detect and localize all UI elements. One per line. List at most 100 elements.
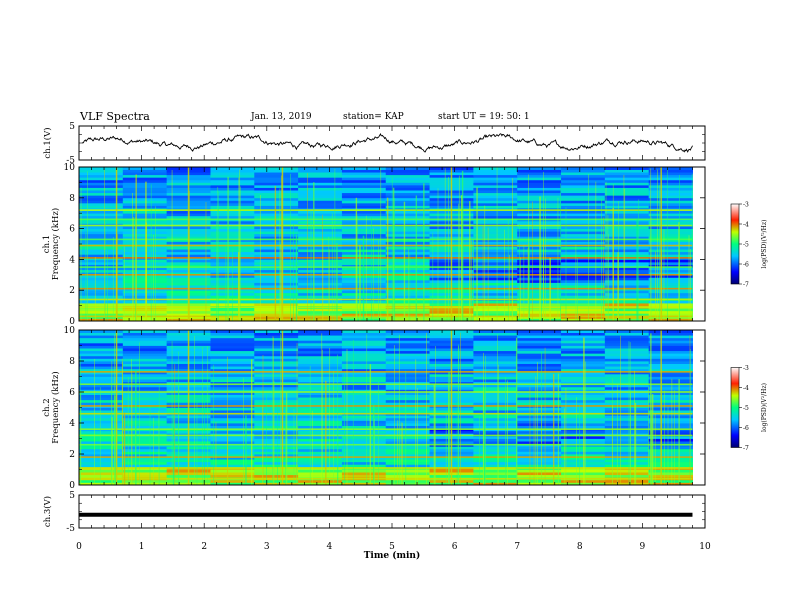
spectrogram-cell <box>385 254 431 258</box>
spectrogram-cell <box>341 213 387 217</box>
spectrogram-cell <box>561 292 606 296</box>
spectrogram-cell <box>385 423 431 426</box>
spectrogram-cell <box>648 366 693 370</box>
spectrogram-cell <box>648 177 693 181</box>
spectrogram-cell <box>473 373 518 377</box>
spectrogram-cell <box>385 425 431 429</box>
spectrogram-cell <box>254 474 299 478</box>
spectrogram-cell <box>648 399 693 403</box>
spectrogram-cell <box>122 290 168 294</box>
spectrogram-cell <box>385 192 431 196</box>
spectrogram-cell <box>473 402 518 406</box>
spectrogram-cell <box>254 195 299 199</box>
spectrogram-cell <box>79 355 124 359</box>
spectrogram-cell <box>298 392 343 395</box>
spectrogram-cell <box>122 251 168 255</box>
spectrogram-cell <box>122 340 168 344</box>
spectrogram-cell <box>341 205 387 209</box>
y-tick-label: 4 <box>69 419 75 429</box>
spectrogram-cell <box>210 376 255 380</box>
spectrogram-cell <box>604 417 650 421</box>
spectrogram-cell <box>298 373 343 377</box>
spectrogram-cell <box>473 456 518 460</box>
spectrogram-cell <box>79 167 124 170</box>
spectrogram-cell <box>561 231 606 235</box>
spectrogram-cell <box>561 350 606 354</box>
spectrogram-cell <box>604 249 650 253</box>
spectrogram-cell <box>648 397 693 401</box>
spectrogram-cell <box>341 373 387 377</box>
spectrogram-cell <box>210 482 255 486</box>
spectrogram-cell <box>341 187 387 191</box>
spectrogram-cell <box>604 368 650 372</box>
spectrogram-cell <box>517 174 562 178</box>
x-tick-label: 2 <box>201 542 207 552</box>
spectrogram-cell <box>79 415 124 419</box>
spectrogram-cell <box>473 174 518 178</box>
spectrogram-cell <box>298 215 343 219</box>
spectrogram-cell <box>473 249 518 253</box>
spectrogram-cell <box>210 184 255 188</box>
spectrogram-cell <box>648 300 693 304</box>
spectrogram-cell <box>79 274 124 278</box>
spectrogram-cell <box>122 345 168 349</box>
spectrogram-cell <box>122 335 168 339</box>
spectrogram-cell <box>254 267 299 271</box>
spectrogram-cell <box>561 420 606 424</box>
spectrogram-cell <box>341 361 387 364</box>
spectrogram-cell <box>298 197 343 201</box>
spectrogram-cell <box>210 430 255 434</box>
spectrogram-cell <box>473 295 518 299</box>
spectrogram-cell <box>298 345 343 349</box>
spectrogram-cell <box>298 397 343 401</box>
spectrogram-cell <box>473 182 518 186</box>
spectrogram-cell <box>122 300 168 304</box>
spectrogram-cell <box>385 187 431 191</box>
spectrogram-cell <box>648 190 693 194</box>
spectrogram-cell <box>298 417 343 421</box>
spectrogram-cell <box>210 459 255 463</box>
spectrogram-cell <box>298 368 343 372</box>
spectrogram-cell <box>298 310 343 314</box>
spectrogram-cell <box>298 300 343 304</box>
spectrogram-cell <box>604 373 650 377</box>
spectrogram-cell <box>561 192 606 196</box>
spectrogram-cell <box>385 350 431 354</box>
spectrogram-cell <box>561 415 606 419</box>
spectrogram-cell <box>604 187 650 191</box>
spectrogram-cell <box>79 451 124 455</box>
spectrogram-cell <box>385 259 431 263</box>
spectrogram-cell <box>561 174 606 178</box>
spectrogram-cell <box>298 277 343 281</box>
spectrogram-cell <box>254 264 299 268</box>
spectrogram-cell <box>517 423 562 426</box>
spectrogram-cell <box>385 340 431 344</box>
spectrogram-cell <box>561 423 606 426</box>
spectrogram-cell <box>79 241 124 245</box>
spectrogram-cell <box>122 228 168 232</box>
spectrogram-cell <box>604 315 650 319</box>
spectrogram-cell <box>122 397 168 401</box>
spectrogram-cell <box>648 407 693 411</box>
spectrogram-cell <box>79 438 124 442</box>
spectrogram-cell <box>298 379 343 383</box>
spectrogram-cell <box>648 420 693 424</box>
spectrogram-cell <box>122 461 168 465</box>
spectrogram-cell <box>604 386 650 390</box>
spectrogram-cell <box>473 228 518 232</box>
spectrogram-cell <box>385 279 431 283</box>
spectrogram-cell <box>210 337 255 341</box>
spectrogram-cell <box>298 238 343 242</box>
spectrogram-cell <box>517 435 562 439</box>
spectrogram-cell <box>254 368 299 372</box>
colorbar-tick-label: -3 <box>743 202 749 209</box>
colorbar-tick-label: -5 <box>743 242 749 249</box>
spectrogram-cell <box>473 310 518 314</box>
spectrogram-cell <box>561 381 606 385</box>
spectrogram-cell <box>648 184 693 188</box>
spectrogram-cell <box>79 177 124 181</box>
spectrogram-cell <box>473 220 518 224</box>
spectrogram-cell <box>298 361 343 364</box>
spectrogram-cell <box>254 231 299 235</box>
y-axis-label: Frequency (kHz) <box>50 371 61 443</box>
